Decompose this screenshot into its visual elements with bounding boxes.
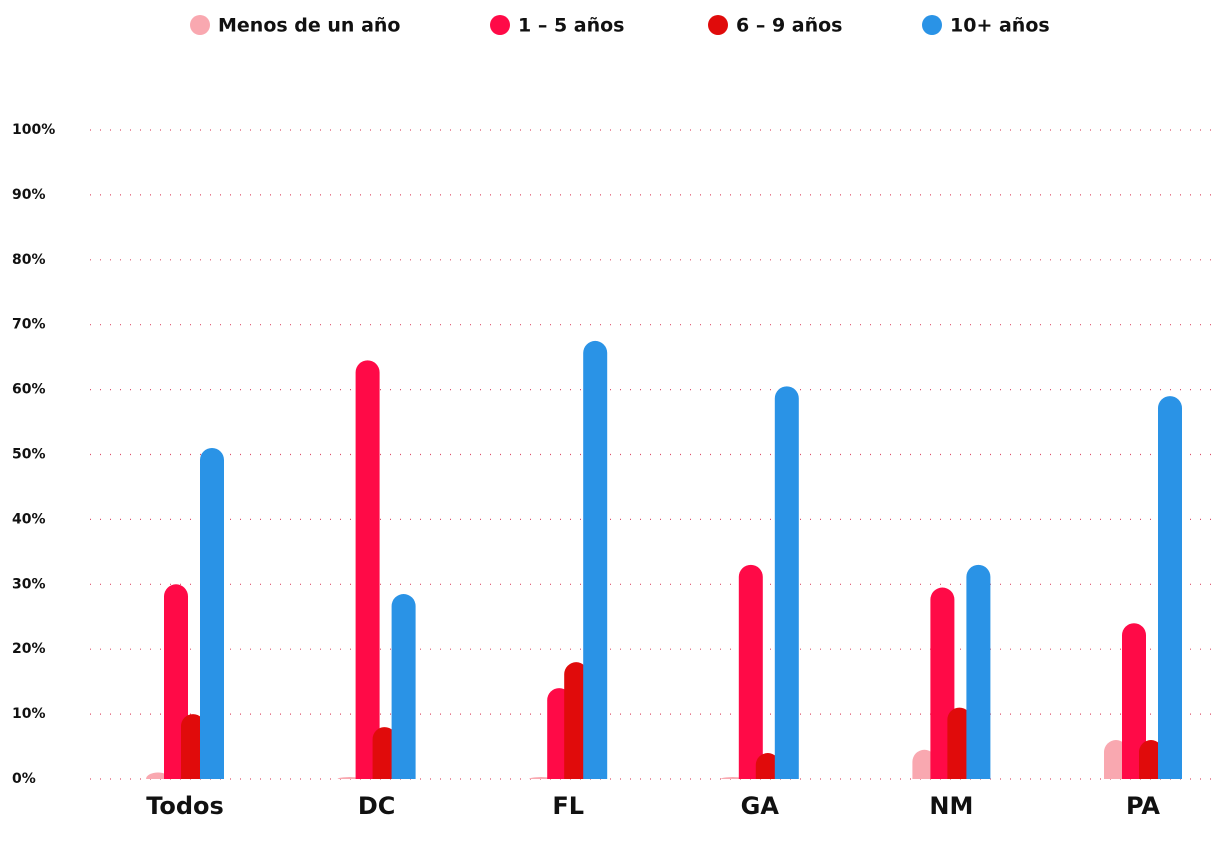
y-tick-label: 100% bbox=[12, 122, 55, 138]
y-tick-label: 40% bbox=[12, 511, 46, 527]
y-tick-label: 70% bbox=[12, 317, 46, 333]
bar bbox=[200, 448, 224, 779]
bar bbox=[355, 360, 380, 779]
y-tick-label: 60% bbox=[12, 382, 46, 398]
y-tick-label: 30% bbox=[12, 576, 46, 592]
bar bbox=[564, 662, 589, 779]
legend-label: 6 – 9 años bbox=[736, 15, 843, 37]
legend-swatch bbox=[490, 15, 510, 35]
x-tick-label: FL bbox=[552, 792, 584, 820]
y-tick-label: 90% bbox=[12, 187, 46, 203]
bar bbox=[947, 707, 972, 779]
legend-label: Menos de un año bbox=[218, 15, 400, 37]
y-tick-label: 10% bbox=[12, 706, 46, 722]
bar bbox=[1158, 396, 1182, 779]
bar bbox=[966, 564, 991, 779]
bar bbox=[1122, 623, 1146, 779]
bar bbox=[755, 753, 780, 779]
legend-swatch bbox=[708, 15, 728, 35]
legend-swatch bbox=[190, 15, 210, 35]
bar bbox=[583, 340, 608, 779]
bar bbox=[372, 727, 397, 779]
x-tick-label: DC bbox=[358, 792, 396, 820]
bar bbox=[738, 564, 763, 779]
bar bbox=[391, 594, 416, 779]
y-tick-label: 50% bbox=[12, 447, 46, 463]
legend-label: 1 – 5 años bbox=[518, 15, 625, 37]
y-tick-label: 80% bbox=[12, 252, 46, 268]
legend-label: 10+ años bbox=[950, 15, 1050, 37]
x-tick-label: NM bbox=[929, 792, 973, 820]
x-tick-label: GA bbox=[741, 792, 780, 820]
bar bbox=[1139, 740, 1163, 779]
bar bbox=[181, 714, 205, 779]
y-tick-label: 20% bbox=[12, 641, 46, 657]
legend-swatch bbox=[922, 15, 942, 35]
y-tick-label: 0% bbox=[12, 771, 36, 787]
bar bbox=[774, 386, 799, 779]
x-tick-label: Todos bbox=[146, 792, 224, 820]
x-tick-label: PA bbox=[1126, 792, 1160, 820]
